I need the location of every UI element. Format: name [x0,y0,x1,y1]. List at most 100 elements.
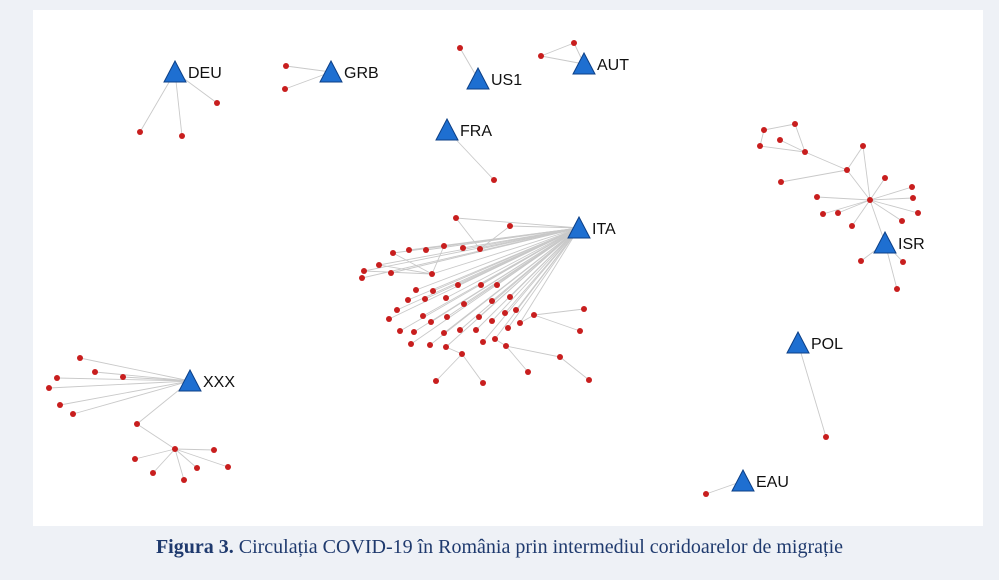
case-node [849,223,855,229]
hub-ita: ITA [567,215,616,239]
case-node [586,377,592,383]
edge [174,448,229,468]
edge [780,169,848,183]
edge [390,227,580,274]
edge [463,227,580,305]
case-node [457,45,463,51]
case-node [557,354,563,360]
case-node [802,149,808,155]
case-node [390,250,396,256]
case-node [427,342,433,348]
hub-label: FRA [460,123,492,140]
hub-label: POL [811,336,843,353]
case-node [507,294,513,300]
edge [869,197,914,201]
case-node [457,327,463,333]
case-node [476,314,482,320]
hub-triangle-icon [731,468,755,492]
edge [475,227,580,331]
edge [59,380,191,406]
case-node [507,223,513,229]
case-node [860,143,866,149]
edge [174,448,215,451]
case-node [282,86,288,92]
case-node [150,470,156,476]
case-node [492,336,498,342]
case-node [513,307,519,313]
case-node [172,446,178,452]
case-node [430,288,436,294]
case-node [577,328,583,334]
case-node [441,243,447,249]
case-node [494,282,500,288]
case-node [443,295,449,301]
case-node [441,330,447,336]
edge [869,199,903,222]
edge [72,380,191,415]
edge [363,270,433,275]
case-node [386,316,392,322]
case-node [57,402,63,408]
case-node [429,271,435,277]
case-node [477,246,483,252]
edge [804,151,848,171]
case-node [460,245,466,251]
hub-us1: US1 [466,66,522,90]
hub-label: DEU [188,65,222,82]
edge [435,353,463,382]
case-node [489,298,495,304]
edge [779,139,806,153]
case-node [703,491,709,497]
case-node [915,210,921,216]
edge [152,448,176,474]
case-node [194,465,200,471]
hub-label: AUT [597,57,629,74]
figure-caption: Figura 3. Circulația COVID-19 în România… [0,536,999,559]
hub-triangle-icon [163,59,187,83]
edge [822,199,871,215]
case-node [394,307,400,313]
hub-fra: FRA [435,117,492,141]
case-node [867,197,873,203]
edge [396,227,580,311]
edge [763,123,796,131]
hub-label: EAU [756,474,789,491]
edge [533,314,581,332]
edge [431,227,580,275]
edge [48,380,191,389]
edge [540,55,585,65]
case-node [502,310,508,316]
case-node [376,262,382,268]
edge [759,145,806,153]
case-node [478,282,484,288]
hub-label: ITA [592,221,616,238]
case-node [517,320,523,326]
case-node [70,411,76,417]
case-node [134,421,140,427]
case-node [820,211,826,217]
edge [431,245,445,275]
case-node [137,129,143,135]
edge [869,186,913,201]
case-node [858,258,864,264]
case-node [120,374,126,380]
edge [134,448,176,460]
hub-triangle-icon [466,66,490,90]
edge [455,217,580,229]
case-node [77,355,83,361]
edge [846,169,871,201]
edge [174,448,185,481]
case-node [179,133,185,139]
case-node [894,286,900,292]
edge [94,371,191,382]
hub-aut: AUT [572,51,629,75]
edge [846,145,864,171]
case-node [882,175,888,181]
edge [491,227,580,302]
edge [540,42,575,57]
case-node [581,306,587,312]
hub-xxx: XXX [178,368,235,392]
case-node [909,184,915,190]
edge [479,225,511,250]
edge [519,227,580,324]
